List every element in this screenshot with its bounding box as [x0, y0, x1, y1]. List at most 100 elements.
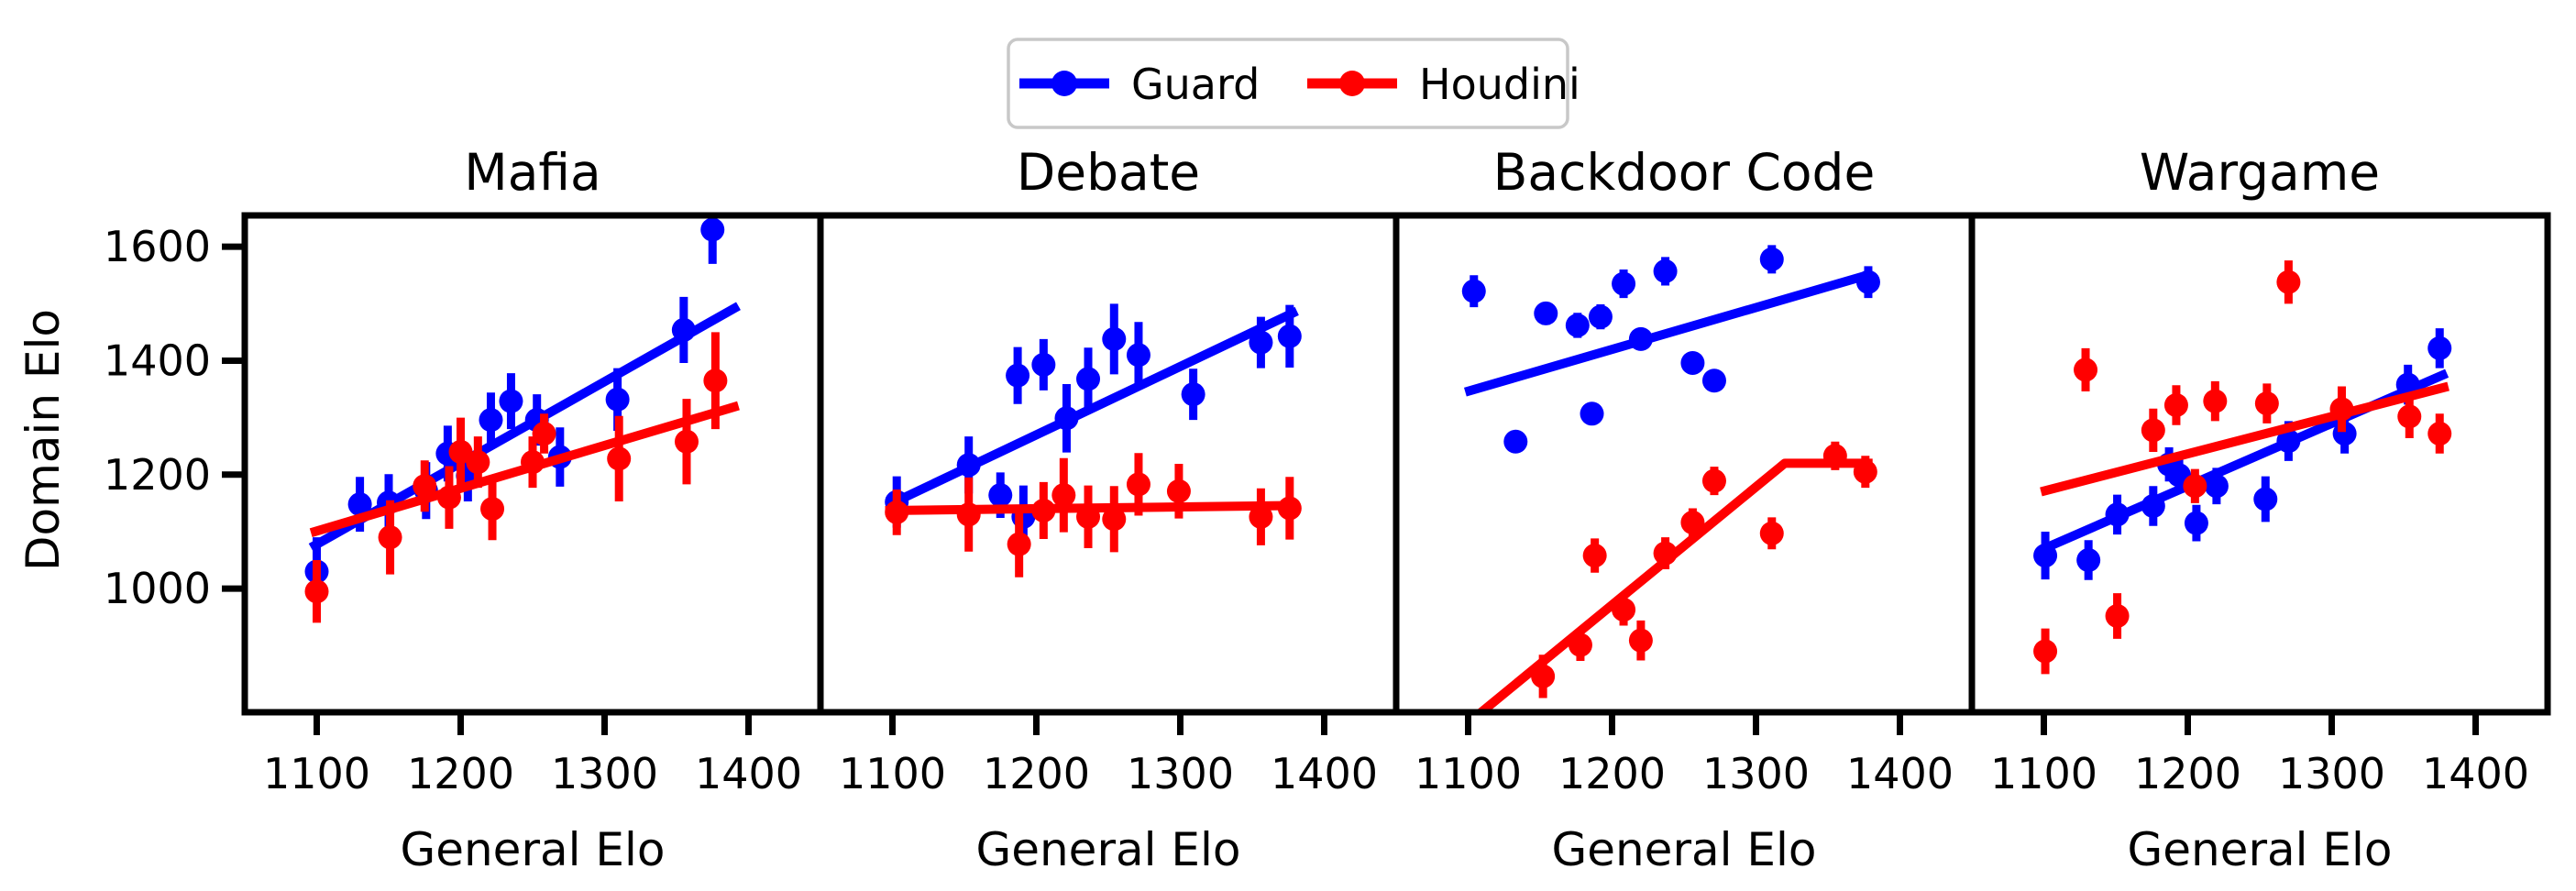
series-houdini	[1478, 441, 1877, 710]
panel-debate: 1100 1200 1300 1400 Debate General Elo	[817, 143, 1400, 876]
x-axis-label: General Elo	[1551, 823, 1816, 876]
x-tick-label: 1300	[2278, 749, 2385, 798]
data-point-marker	[1007, 532, 1031, 556]
legend: Guard Houdini	[1007, 38, 1580, 129]
data-point-marker	[1568, 632, 1592, 657]
data-point-marker	[2163, 392, 2188, 417]
data-point-marker	[2183, 474, 2207, 499]
data-point-marker	[700, 218, 725, 242]
x-axis-label: General Elo	[2127, 823, 2392, 876]
panel-title: Debate	[1017, 143, 1200, 202]
y-tick-label: 1600	[104, 222, 211, 271]
data-point-marker	[2203, 389, 2228, 413]
data-point-marker	[607, 446, 632, 471]
data-point-marker	[2397, 404, 2422, 429]
y-tick-label: 1200	[104, 450, 211, 500]
legend-box	[1007, 38, 1569, 129]
x-tick-label: 1300	[1702, 749, 1810, 798]
trend-line-houdini	[2040, 381, 2449, 497]
data-point-marker	[1582, 544, 1607, 568]
data-point-marker	[1680, 350, 1705, 375]
x-tick-label: 1400	[2422, 749, 2529, 798]
data-point-marker	[448, 439, 473, 464]
panel-border	[817, 212, 1400, 716]
data-point-marker	[1054, 406, 1079, 431]
data-point-marker	[521, 450, 545, 475]
data-point-marker	[674, 429, 699, 454]
data-point-marker	[1006, 363, 1030, 388]
data-point-marker	[988, 483, 1013, 508]
data-point-marker	[480, 497, 505, 522]
legend-item-guard: Guard	[1019, 60, 1260, 109]
x-tick-label: 1200	[2134, 749, 2241, 798]
data-point-marker	[2427, 422, 2452, 446]
data-point-marker	[2141, 493, 2165, 518]
panel-title: Backdoor Code	[1493, 143, 1876, 202]
data-point-marker	[2204, 474, 2229, 499]
data-point-marker	[1461, 279, 1486, 303]
data-point-marker	[671, 317, 696, 342]
data-point-marker	[1759, 521, 1784, 545]
data-point-marker	[1855, 270, 1880, 294]
data-point-marker	[1565, 313, 1590, 337]
data-point-marker	[1503, 429, 1528, 454]
legend-marker	[1051, 71, 1077, 96]
data-point-marker	[413, 474, 437, 499]
series-houdini	[885, 453, 1302, 578]
x-tick-label: 1100	[263, 749, 370, 798]
data-point-marker	[1277, 324, 1302, 348]
panel-border	[1968, 212, 2551, 716]
series-houdini	[2033, 260, 2452, 675]
data-point-marker	[956, 453, 981, 478]
data-point-marker	[1759, 247, 1784, 271]
data-point-marker	[1051, 483, 1076, 508]
data-point-marker	[956, 502, 981, 527]
data-point-marker	[2141, 418, 2165, 443]
data-point-marker	[1534, 301, 1558, 325]
x-tick-label: 1400	[1271, 749, 1378, 798]
data-point-marker	[1076, 504, 1101, 529]
y-tick-label: 1000	[104, 564, 211, 613]
data-point-marker	[1612, 598, 1636, 622]
x-axis-label: General Elo	[975, 823, 1240, 876]
legend-item-label: Houdini	[1419, 60, 1580, 109]
legend-marker	[1339, 71, 1365, 96]
x-tick-label: 1100	[1415, 749, 1522, 798]
data-point-marker	[605, 387, 630, 412]
data-point-marker	[1701, 368, 1726, 393]
data-point-marker	[2033, 639, 2058, 664]
data-point-marker	[2427, 336, 2452, 360]
data-point-marker	[2105, 603, 2130, 628]
data-point-marker	[1126, 343, 1150, 368]
data-point-marker	[2254, 391, 2279, 416]
data-point-marker	[1076, 367, 1101, 391]
data-point-marker	[1822, 444, 1847, 468]
data-point-marker	[1588, 304, 1613, 329]
data-point-marker	[2184, 511, 2208, 535]
x-tick-label: 1200	[1558, 749, 1666, 798]
x-tick-label: 1300	[551, 749, 658, 798]
data-point-marker	[1102, 507, 1127, 532]
data-point-marker	[1853, 459, 1877, 484]
data-point-marker	[466, 450, 490, 475]
data-point-marker	[1031, 352, 1056, 377]
x-tick-label: 1100	[1990, 749, 2097, 798]
trend-line-guard	[890, 306, 1299, 508]
legend-item-houdini: Houdini	[1307, 60, 1580, 109]
trend-line-guard	[1464, 270, 1868, 397]
x-tick-label: 1300	[1127, 749, 1234, 798]
series-guard	[304, 218, 741, 606]
data-point-marker	[1628, 326, 1653, 351]
trend-line-houdini	[1478, 458, 1873, 710]
data-point-marker	[347, 492, 372, 517]
data-point-marker	[1166, 478, 1191, 503]
series-guard	[2033, 328, 2452, 580]
data-point-marker	[499, 389, 523, 413]
data-point-marker	[885, 500, 909, 524]
panel-backdoor-code: 1100 1200 1300 1400 Backdoor Code General Elo	[1393, 143, 1976, 876]
data-point-marker	[2076, 548, 2101, 573]
data-point-marker	[1653, 258, 1678, 283]
data-point-marker	[304, 579, 329, 604]
data-point-marker	[1628, 628, 1653, 653]
x-tick-label: 1200	[407, 749, 514, 798]
